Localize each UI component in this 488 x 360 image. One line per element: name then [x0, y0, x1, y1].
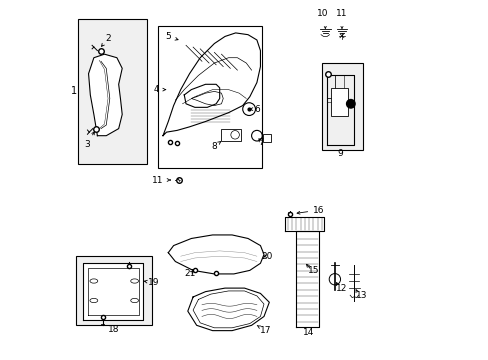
Text: 13: 13: [355, 291, 366, 300]
Text: 12: 12: [336, 284, 347, 293]
Bar: [157, 26, 262, 168]
Text: 9: 9: [337, 149, 343, 158]
Text: 10: 10: [316, 9, 327, 18]
Text: 21: 21: [183, 269, 195, 278]
Text: 14: 14: [302, 328, 313, 337]
Polygon shape: [88, 54, 122, 136]
Text: 20: 20: [261, 252, 273, 261]
Polygon shape: [285, 217, 324, 231]
Circle shape: [346, 100, 354, 108]
Text: 3: 3: [84, 132, 94, 149]
Bar: [221, 129, 241, 141]
Text: 11: 11: [336, 9, 347, 18]
Text: 17: 17: [257, 325, 271, 335]
Polygon shape: [163, 33, 260, 136]
Text: 6: 6: [249, 105, 259, 114]
Text: 2: 2: [102, 34, 111, 46]
Bar: [76, 256, 152, 325]
Text: 18: 18: [107, 325, 119, 334]
Bar: [331, 88, 347, 116]
Text: 19: 19: [144, 278, 160, 287]
Bar: [263, 134, 270, 142]
Text: 5: 5: [165, 32, 178, 41]
Polygon shape: [184, 84, 219, 107]
Bar: [322, 63, 363, 150]
Text: 1: 1: [70, 86, 77, 96]
Text: 11: 11: [151, 176, 163, 185]
Text: 15: 15: [307, 266, 319, 275]
Polygon shape: [295, 231, 318, 327]
Text: 16: 16: [297, 206, 324, 215]
Text: 7: 7: [258, 138, 264, 147]
Polygon shape: [187, 288, 269, 330]
Text: 8: 8: [211, 141, 220, 151]
Bar: [78, 19, 147, 164]
Text: 4: 4: [153, 85, 159, 94]
Polygon shape: [83, 263, 143, 320]
Polygon shape: [168, 235, 264, 274]
